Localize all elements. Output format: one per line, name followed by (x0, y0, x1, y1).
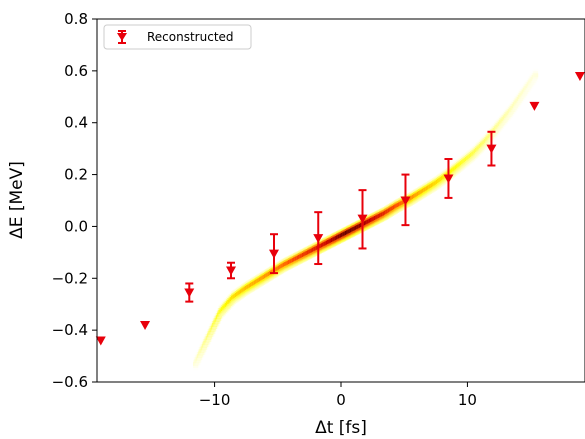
legend-marker-icon (117, 33, 127, 41)
legend-label: Reconstructed (147, 30, 234, 44)
data-point-marker (184, 288, 195, 298)
data-point-marker (443, 174, 454, 184)
y-tick-label: 0.8 (64, 10, 88, 28)
plot-frame (96, 18, 585, 383)
data-point-marker (400, 196, 411, 206)
y-tick-label: 0.2 (64, 166, 88, 184)
x-tick-label: 10 (458, 391, 477, 409)
y-tick-label: 0.0 (64, 217, 88, 235)
errorbar-layer (185, 130, 496, 303)
legend-box (103, 24, 252, 50)
y-tick-label: 0.4 (64, 114, 88, 132)
y-tick-label: −0.6 (52, 373, 88, 391)
data-point-marker (95, 336, 106, 346)
tick-layer: −10 0 10 −0.6 −0.4 −0.2 0.0 0.2 0.4 0.6 0.8 (52, 10, 477, 409)
data-point-marker (529, 101, 540, 111)
y-tick-label: 0.6 (64, 62, 88, 80)
data-point-marker (268, 249, 279, 259)
data-point-marker (357, 214, 368, 224)
data-point-marker (226, 266, 237, 276)
data-point-marker (486, 144, 497, 154)
heatmap-cell (533, 73, 539, 78)
y-axis-label: ΔE [MeV] (7, 161, 27, 239)
y-tick-label: −0.4 (52, 321, 88, 339)
y-tick-label: −0.2 (52, 269, 88, 287)
x-tick-label: −10 (199, 391, 231, 409)
data-point-marker (574, 72, 585, 82)
marker-layer (95, 72, 585, 346)
x-axis-label: Δt [fs] (315, 418, 367, 438)
heatmap-layer (193, 68, 539, 371)
data-point-marker (140, 320, 151, 330)
data-point-marker (313, 234, 324, 244)
legend: Reconstructed (103, 24, 252, 50)
x-tick-label: 0 (336, 391, 346, 409)
